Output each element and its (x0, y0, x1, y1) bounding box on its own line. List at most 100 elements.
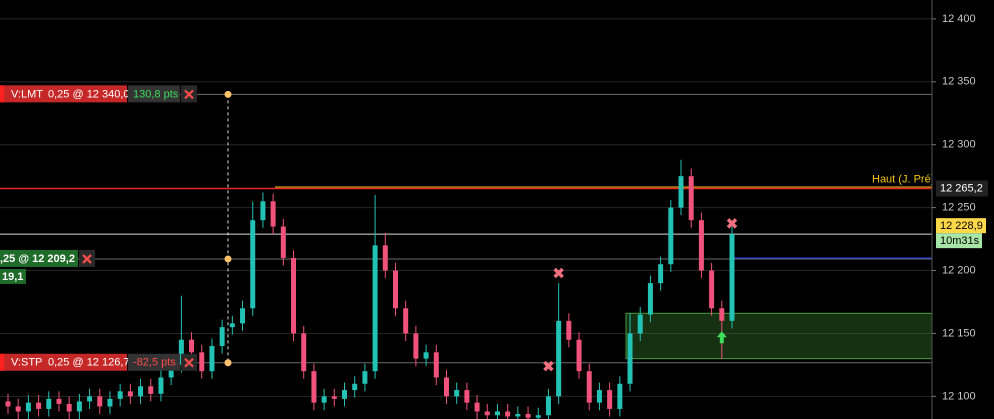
exit-marker (726, 218, 738, 229)
prev-high-box (936, 180, 988, 197)
candle-body (97, 396, 103, 407)
candle-body (260, 201, 266, 221)
candle-body (199, 352, 205, 372)
candle-body (219, 327, 225, 347)
candle-body (443, 377, 449, 397)
candle-body (342, 390, 348, 399)
candle-body (413, 333, 419, 359)
last-price-value: 12 228,9 (940, 220, 983, 232)
y-tick-label: 12 250 (942, 202, 976, 214)
overlay: 12 100 12 150 12 200 12 250 12 300 12 350 12 4… (0, 13, 988, 402)
order-label: ,25 @ 12 209,2 19,1 (0, 249, 95, 284)
order-dot (224, 90, 232, 98)
candle-body (484, 411, 490, 416)
candle-body (392, 270, 398, 309)
candle-body (138, 386, 144, 397)
candle-body (209, 346, 215, 372)
candle-body (617, 383, 623, 409)
candle-body (647, 283, 653, 315)
candle-body (627, 333, 633, 384)
order-edge (0, 85, 4, 103)
candle-body (596, 390, 602, 403)
candle-body (66, 403, 72, 412)
y-tick-label: 12 200 (942, 264, 976, 276)
candle-body (25, 402, 31, 412)
candle-body (331, 396, 337, 399)
candle-body (545, 396, 551, 416)
entry-arrow (716, 331, 727, 344)
order-text: ,25 @ 12 209,2 (0, 253, 75, 265)
candle-body (556, 320, 562, 397)
candle-body (454, 390, 460, 397)
candle-body (280, 226, 286, 258)
candle-body (301, 333, 307, 372)
order-box (0, 353, 127, 371)
candle-body (719, 308, 725, 321)
candle-body (15, 406, 21, 412)
y-tick-label: 12 150 (942, 327, 976, 339)
candle-body (291, 257, 297, 334)
candle-body (494, 411, 500, 416)
candle-body (127, 391, 133, 397)
candle-body (311, 371, 317, 403)
exit-marker-stroke (726, 218, 738, 229)
order-label: V:STP 0,25 @ 12 126,7 -82,5 pts (0, 353, 197, 371)
plot: Haut (J. Pré) (0, 93, 934, 419)
order-dot (224, 359, 232, 367)
candle-body (352, 383, 358, 391)
candle-body (688, 176, 694, 221)
candle-body (729, 234, 735, 321)
y-tick-label: 12 300 (942, 139, 976, 151)
y-tick-label: 12 350 (942, 76, 976, 88)
last-price-box (936, 218, 986, 234)
candle-body (423, 352, 429, 359)
candle-body (474, 402, 480, 412)
candle-body (250, 220, 256, 309)
candle-body (362, 371, 368, 384)
candle-body (178, 339, 184, 365)
order-close-icon[interactable] (184, 357, 194, 368)
candle-body (168, 364, 174, 378)
order-text: 0,25 @ 12 126,7 (48, 357, 130, 369)
y-tick-label: 12 100 (942, 390, 976, 402)
order-side: V:STP (11, 357, 42, 369)
candle-body (535, 415, 541, 418)
candle-body (678, 176, 684, 208)
candle-body (382, 245, 388, 271)
candle-body (525, 413, 531, 418)
order-close-button[interactable] (79, 249, 95, 267)
candle-body (668, 207, 674, 265)
zone (625, 312, 932, 360)
order-close-icon[interactable] (184, 89, 194, 100)
prev-high-name: Haut (J. Pré) (872, 173, 934, 185)
order-close-button[interactable] (181, 85, 197, 103)
order-text: 0,25 @ 12 340,0 (48, 88, 130, 100)
order-edge (0, 353, 4, 371)
candle-body (107, 398, 113, 407)
order-close-button[interactable] (181, 353, 197, 371)
candle-body (505, 411, 511, 417)
order-close-icon[interactable] (82, 254, 92, 264)
order-pts-box (128, 353, 180, 371)
candle-body (46, 398, 52, 409)
candle-body (637, 314, 643, 334)
candle-body (372, 245, 378, 372)
candle-body (240, 308, 246, 324)
order-box (0, 85, 127, 103)
candle-body (515, 413, 521, 417)
order-label: V:LMT 0,25 @ 12 340,0 130,8 pts (0, 85, 197, 103)
order-pts: 130,8 pts (133, 88, 179, 100)
candle-body (658, 264, 664, 284)
candle-body (586, 371, 592, 403)
grid (0, 18, 932, 397)
exit-marker (543, 360, 554, 372)
candle-body (189, 339, 195, 353)
candle-body (566, 320, 572, 340)
timer: 10m31s (940, 235, 980, 247)
candle-body (87, 396, 93, 402)
candle-body (709, 270, 715, 309)
candle-body (158, 377, 164, 394)
y-tick-label: 12 400 (942, 13, 976, 25)
